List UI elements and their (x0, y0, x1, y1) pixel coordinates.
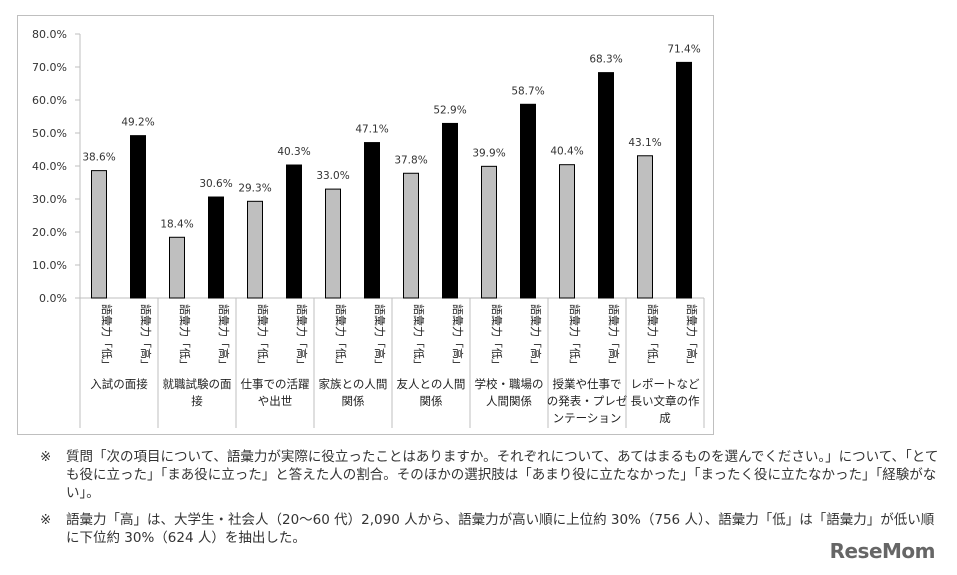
y-tick-label: 60.0% (32, 94, 67, 107)
bar (598, 72, 614, 299)
bar (325, 188, 341, 299)
category-label: 入試の面接 (90, 377, 148, 391)
data-label: 71.4% (667, 43, 700, 55)
bar (130, 135, 146, 299)
data-label: 33.0% (316, 170, 349, 182)
data-label: 40.4% (550, 146, 583, 158)
bar-label: 語彙力「高」 (607, 304, 621, 370)
category-label: 仕事での活躍 (241, 377, 310, 391)
data-label: 37.8% (394, 154, 427, 166)
bar (286, 164, 302, 299)
category-label: 家族との人間 (319, 377, 388, 391)
category-label: 成 (659, 411, 671, 425)
bar-label: 語彙力「高」 (529, 304, 543, 370)
category-label: 関係 (342, 394, 365, 408)
category-label: や出世 (258, 394, 293, 408)
footnote-mark: ※ (40, 449, 52, 465)
bar-label: 語彙力「高」 (217, 304, 231, 370)
category-label: 関係 (420, 394, 443, 408)
y-tick-label: 20.0% (32, 226, 67, 239)
data-label: 68.3% (589, 54, 622, 66)
bar (403, 172, 419, 299)
footnote-text: 質問「次の項目について、語彙力が実際に役立ったことはありますか。それぞれについて… (66, 449, 939, 501)
bar (520, 103, 536, 299)
bar-label: 語彙力「低」 (178, 304, 192, 370)
bar-label: 語彙力「低」 (646, 304, 660, 370)
y-tick-label: 50.0% (32, 127, 67, 140)
category-label: 接 (191, 394, 203, 408)
bar (169, 236, 185, 299)
bar (559, 164, 575, 299)
bar-label: 語彙力「低」 (490, 304, 504, 370)
footnote-mark: ※ (40, 512, 52, 528)
data-label: 38.6% (82, 152, 115, 164)
category-label: 学校・職場の (475, 377, 544, 391)
y-tick-label: 80.0% (32, 28, 67, 41)
bar-label: 語彙力「高」 (139, 304, 153, 370)
category-label: ンテーション (553, 411, 622, 425)
bar (364, 142, 380, 299)
bar (637, 155, 653, 299)
category-label: の発表・プレゼ (547, 394, 628, 408)
data-label: 58.7% (511, 85, 544, 97)
bar (208, 196, 224, 299)
category-label: 授業や仕事で (553, 377, 622, 391)
brand-logo: ReseMom (829, 539, 936, 563)
data-label: 49.2% (121, 117, 154, 129)
y-tick-label: 30.0% (32, 193, 67, 206)
bar-label: 語彙力「高」 (295, 304, 309, 370)
data-label: 40.3% (277, 146, 310, 158)
category-label: 長い文章の作 (631, 394, 700, 408)
bar-label: 語彙力「低」 (256, 304, 270, 370)
data-label: 29.3% (238, 182, 271, 194)
bar-label: 語彙力「高」 (451, 304, 465, 370)
category-label: レポートなど (631, 377, 700, 391)
category-label: 友人との人間 (397, 377, 466, 391)
data-label: 52.9% (433, 104, 466, 116)
y-tick-label: 40.0% (32, 160, 67, 173)
data-label: 30.6% (199, 178, 232, 190)
bar-label: 語彙力「低」 (100, 304, 114, 370)
bar-chart: 0.0% 10.0% 20.0% 30.0% 40.0% 50.0% 60.0% 70.0% 8… (32, 28, 705, 428)
data-label: 43.1% (628, 137, 661, 149)
bar (676, 61, 692, 299)
bar (247, 200, 263, 299)
data-label: 18.4% (160, 218, 193, 230)
data-label: 39.9% (472, 147, 505, 159)
bar-label: 語彙力「低」 (412, 304, 426, 370)
bar (91, 170, 107, 299)
footnote-text: 語彙力「高」は、大学生・社会人（20〜60 代）2,090 人から、語彙力が高い… (66, 512, 935, 546)
bar-label: 語彙力「高」 (373, 304, 387, 370)
bar (442, 122, 458, 299)
y-tick-label: 70.0% (32, 61, 67, 74)
y-tick-label: 0.0% (39, 292, 67, 305)
bar-label: 語彙力「低」 (334, 304, 348, 370)
y-tick-label: 10.0% (32, 259, 67, 272)
bar-label: 語彙力「高」 (685, 304, 699, 370)
bar-label: 語彙力「低」 (568, 304, 582, 370)
bar (481, 165, 497, 299)
category-label: 就職試験の面 (163, 377, 232, 391)
data-label: 47.1% (355, 124, 388, 136)
chart-frame: 0.0% 10.0% 20.0% 30.0% 40.0% 50.0% 60.0% 70.0% 8… (17, 15, 714, 435)
category-label: 人間関係 (486, 394, 532, 408)
